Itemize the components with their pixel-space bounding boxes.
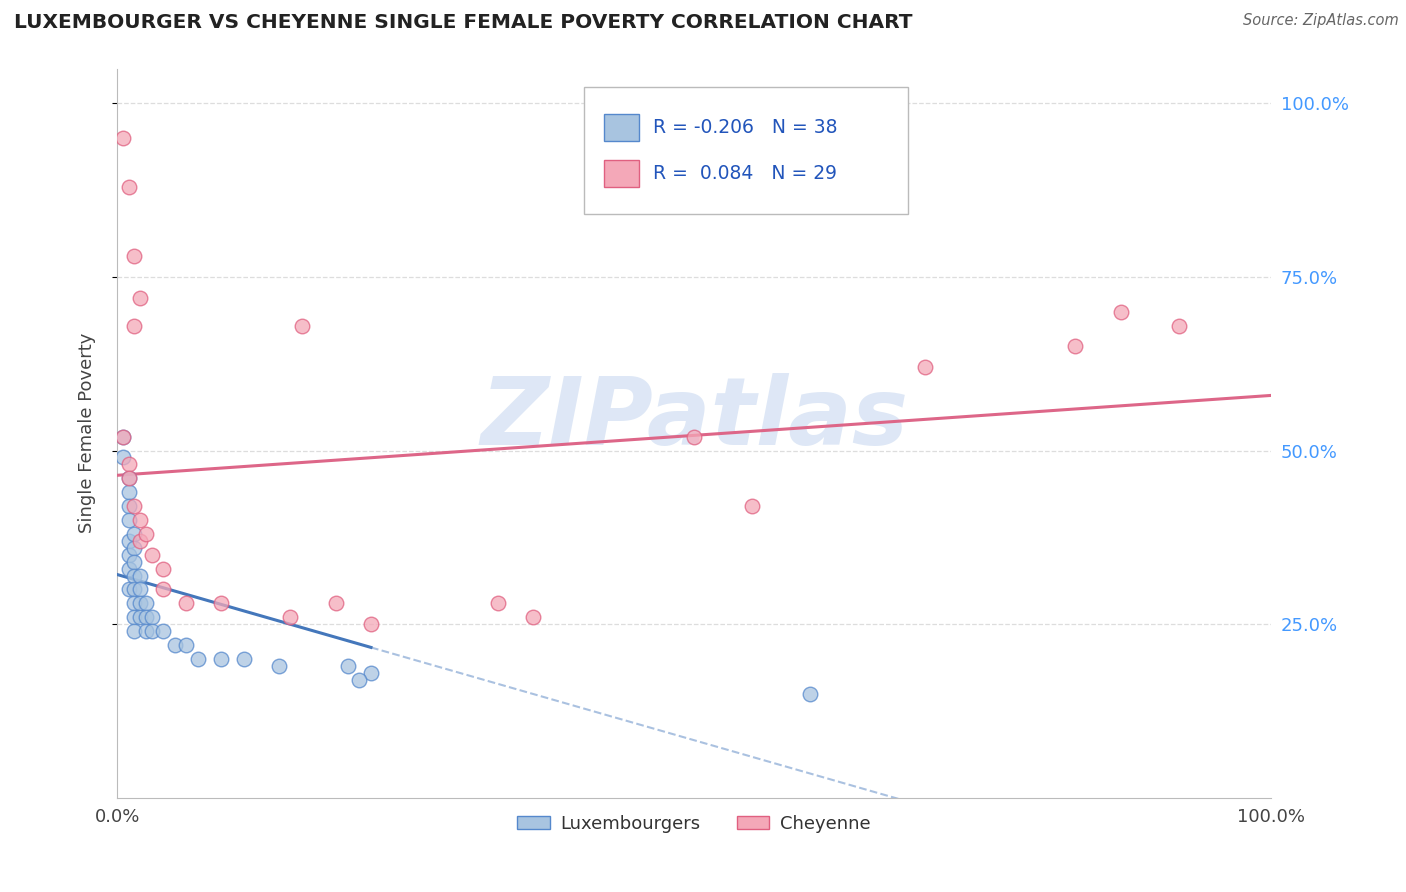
Point [152, 624, 174, 639]
Point [129, 582, 152, 597]
FancyBboxPatch shape [605, 160, 638, 187]
Text: ZIPatlas: ZIPatlas [479, 373, 908, 465]
Legend: Luxembourgers, Cheyenne: Luxembourgers, Cheyenne [510, 807, 879, 840]
Point [176, 638, 198, 652]
Point [124, 582, 146, 597]
Point [124, 499, 146, 513]
FancyBboxPatch shape [605, 114, 638, 142]
Point [209, 652, 232, 666]
Point [360, 665, 382, 680]
Point [117, 485, 139, 500]
Point [117, 533, 139, 548]
Point [124, 527, 146, 541]
Point [233, 652, 256, 666]
Point [111, 430, 134, 444]
Point [486, 596, 509, 610]
Text: LUXEMBOURGER VS CHEYENNE SINGLE FEMALE POVERTY CORRELATION CHART: LUXEMBOURGER VS CHEYENNE SINGLE FEMALE P… [14, 13, 912, 32]
Point [209, 596, 232, 610]
Point [135, 624, 157, 639]
Point [124, 555, 146, 569]
Point [141, 624, 163, 639]
Point [124, 568, 146, 582]
Point [741, 499, 763, 513]
Point [360, 617, 382, 632]
Point [141, 548, 163, 562]
Point [1064, 339, 1087, 353]
Point [117, 458, 139, 472]
Text: R = -0.206   N = 38: R = -0.206 N = 38 [652, 118, 837, 137]
Point [117, 561, 139, 575]
Point [124, 610, 146, 624]
Point [522, 610, 544, 624]
Y-axis label: Single Female Poverty: Single Female Poverty [79, 333, 96, 533]
Point [124, 541, 146, 555]
Point [163, 638, 186, 652]
Point [135, 596, 157, 610]
Point [111, 131, 134, 145]
Text: R =  0.084   N = 29: R = 0.084 N = 29 [652, 164, 837, 183]
Point [124, 318, 146, 333]
Point [135, 610, 157, 624]
Point [117, 548, 139, 562]
Point [117, 499, 139, 513]
Point [349, 673, 371, 687]
Point [336, 658, 359, 673]
Point [124, 249, 146, 263]
FancyBboxPatch shape [585, 87, 908, 214]
Point [914, 360, 936, 375]
Point [187, 652, 209, 666]
Point [325, 596, 347, 610]
Point [129, 596, 152, 610]
Point [117, 179, 139, 194]
Point [683, 430, 706, 444]
Point [124, 624, 146, 639]
Point [129, 533, 152, 548]
Point [141, 610, 163, 624]
Point [1109, 304, 1132, 318]
Point [111, 430, 134, 444]
Point [267, 658, 290, 673]
Point [124, 596, 146, 610]
Point [117, 471, 139, 485]
Point [129, 568, 152, 582]
Point [117, 582, 139, 597]
Point [152, 561, 174, 575]
Point [1167, 318, 1189, 333]
Point [278, 610, 301, 624]
Point [117, 513, 139, 527]
Point [111, 450, 134, 465]
Point [129, 610, 152, 624]
Point [152, 582, 174, 597]
Text: Source: ZipAtlas.com: Source: ZipAtlas.com [1243, 13, 1399, 29]
Point [117, 471, 139, 485]
Point [799, 687, 821, 701]
Point [176, 596, 198, 610]
Point [129, 291, 152, 305]
Point [135, 527, 157, 541]
Point [291, 318, 314, 333]
Point [129, 513, 152, 527]
